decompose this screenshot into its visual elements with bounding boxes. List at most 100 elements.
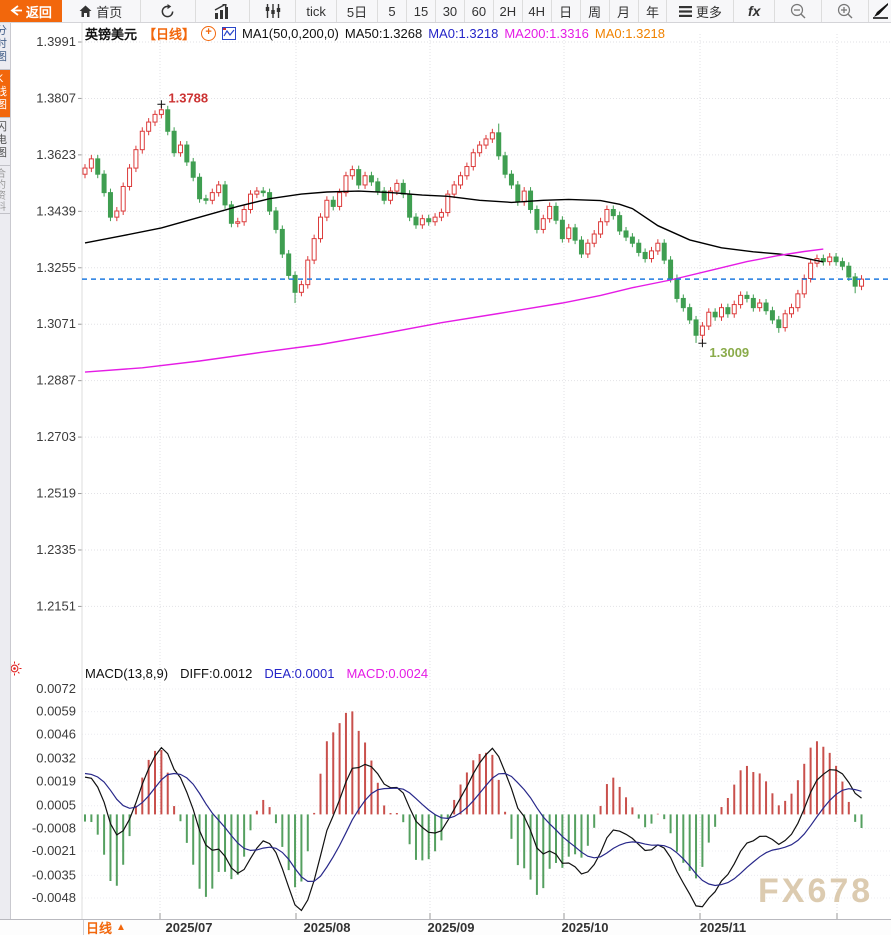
period-button-60[interactable]: 60 <box>465 0 494 22</box>
period-button-30[interactable]: 30 <box>436 0 465 22</box>
candle <box>88 158 94 169</box>
candle <box>158 109 164 115</box>
candle <box>508 173 514 186</box>
candle <box>655 242 661 252</box>
sidebar: 分时图 K线图 闪电图 合约资料 <box>0 22 11 919</box>
home-button[interactable]: 首页 <box>62 0 141 22</box>
candle <box>311 238 317 261</box>
indicator-fx-button[interactable]: fx <box>734 0 776 22</box>
macd-axis-label: 0.0032 <box>36 751 76 766</box>
period-button-5[interactable]: 5 <box>378 0 408 22</box>
candle <box>337 192 343 207</box>
candle <box>451 184 457 195</box>
candle <box>808 262 814 280</box>
candle <box>477 144 483 154</box>
period-5d-button[interactable]: 5日 <box>337 0 379 22</box>
draw-tool-button[interactable] <box>869 0 891 22</box>
refresh-button[interactable] <box>141 0 196 22</box>
period-button-日[interactable]: 日 <box>552 0 581 22</box>
zoom-in-button[interactable] <box>822 0 869 22</box>
sidebar-tab-timeline[interactable]: 分时图 <box>0 22 10 70</box>
candle <box>769 310 775 321</box>
y-axis-label: 1.2335 <box>36 542 76 557</box>
chevron-up-icon: ▲ <box>116 922 126 933</box>
ma-line <box>84 190 824 263</box>
candle <box>795 293 801 309</box>
bar-chart-button[interactable] <box>196 0 251 22</box>
period-button-2H[interactable]: 2H <box>494 0 523 22</box>
candle <box>349 169 355 177</box>
candle <box>470 152 476 168</box>
candle <box>757 302 763 309</box>
ma-value: MA200:1.3316 <box>504 25 589 41</box>
candle <box>674 278 680 299</box>
candle <box>515 184 521 203</box>
candle <box>343 175 349 194</box>
candle <box>114 210 120 218</box>
period-tick-button[interactable]: tick <box>296 0 337 22</box>
price-chart-canvas[interactable]: 1.3991 1.3807 1.3623 1.3439 1.3255 1.3071 1.28… <box>0 22 891 919</box>
add-compare-icon[interactable]: + <box>201 25 217 41</box>
period-button-年[interactable]: 年 <box>639 0 668 22</box>
candle <box>776 319 782 329</box>
candle <box>604 208 610 223</box>
candle <box>362 175 368 186</box>
period-button-4H[interactable]: 4H <box>523 0 552 22</box>
period-button-15[interactable]: 15 <box>407 0 436 22</box>
candle <box>127 167 133 187</box>
hamburger-icon <box>678 5 692 17</box>
ma-value: MA0:1.3218 <box>428 25 499 41</box>
candle <box>833 256 839 263</box>
sidebar-tab-contract-info[interactable]: 合约资料 <box>0 166 10 214</box>
period-button-周[interactable]: 周 <box>581 0 610 22</box>
candle <box>228 204 234 224</box>
candle <box>750 297 756 309</box>
macd-header: MACD(13,8,9) DIFF:0.0012 DEA:0.0001 MACD:0… <box>85 665 428 681</box>
y-axis-label: 1.2887 <box>36 373 76 388</box>
candle <box>247 193 253 210</box>
sidebar-tab-lightning[interactable]: 闪电图 <box>0 118 10 166</box>
candle <box>846 265 852 278</box>
macd-axis-label: 0.0005 <box>36 798 76 813</box>
zoom-out-icon <box>791 3 806 19</box>
candle <box>528 190 534 210</box>
macd-axis-label: -0.0008 <box>32 820 76 835</box>
month-label: 2025/10 <box>561 920 609 935</box>
macd-axis-label: -0.0035 <box>32 867 76 882</box>
back-button[interactable]: 返回 <box>0 0 62 22</box>
candle <box>82 167 88 175</box>
candle <box>642 251 648 260</box>
mini-chart-icon[interactable] <box>222 26 237 40</box>
candle <box>782 313 788 329</box>
candle <box>292 274 298 293</box>
macd-axis-label: 0.0059 <box>36 704 76 719</box>
period-selector[interactable]: 日线 ▲ <box>86 921 126 936</box>
candle <box>801 278 807 295</box>
candle <box>375 181 381 192</box>
candle <box>273 210 279 230</box>
candle <box>598 221 604 235</box>
candle <box>731 304 737 315</box>
candle <box>827 256 833 263</box>
chart-header: 英镑美元 【日线】 + MA1(50,0,200,0) MA50:1.3268 M… <box>85 25 665 42</box>
sidebar-tab-kline[interactable]: K线图 <box>0 70 10 118</box>
candle <box>184 144 190 163</box>
candle <box>394 182 400 192</box>
candle <box>623 230 629 238</box>
candles-button[interactable] <box>250 0 297 22</box>
candle <box>585 242 591 255</box>
candle <box>279 228 285 255</box>
bottom-bar-gutter <box>0 920 84 935</box>
candle <box>101 173 107 194</box>
period-button-月[interactable]: 月 <box>610 0 639 22</box>
price-annotation: 1.3788 <box>168 90 208 105</box>
candle <box>610 208 616 217</box>
more-button[interactable]: 更多 <box>667 0 735 22</box>
candle <box>356 169 362 186</box>
candle <box>591 233 597 244</box>
candle <box>95 158 101 175</box>
zoom-out-button[interactable] <box>775 0 823 22</box>
candle <box>324 199 330 218</box>
y-axis-label: 1.3807 <box>36 90 76 105</box>
